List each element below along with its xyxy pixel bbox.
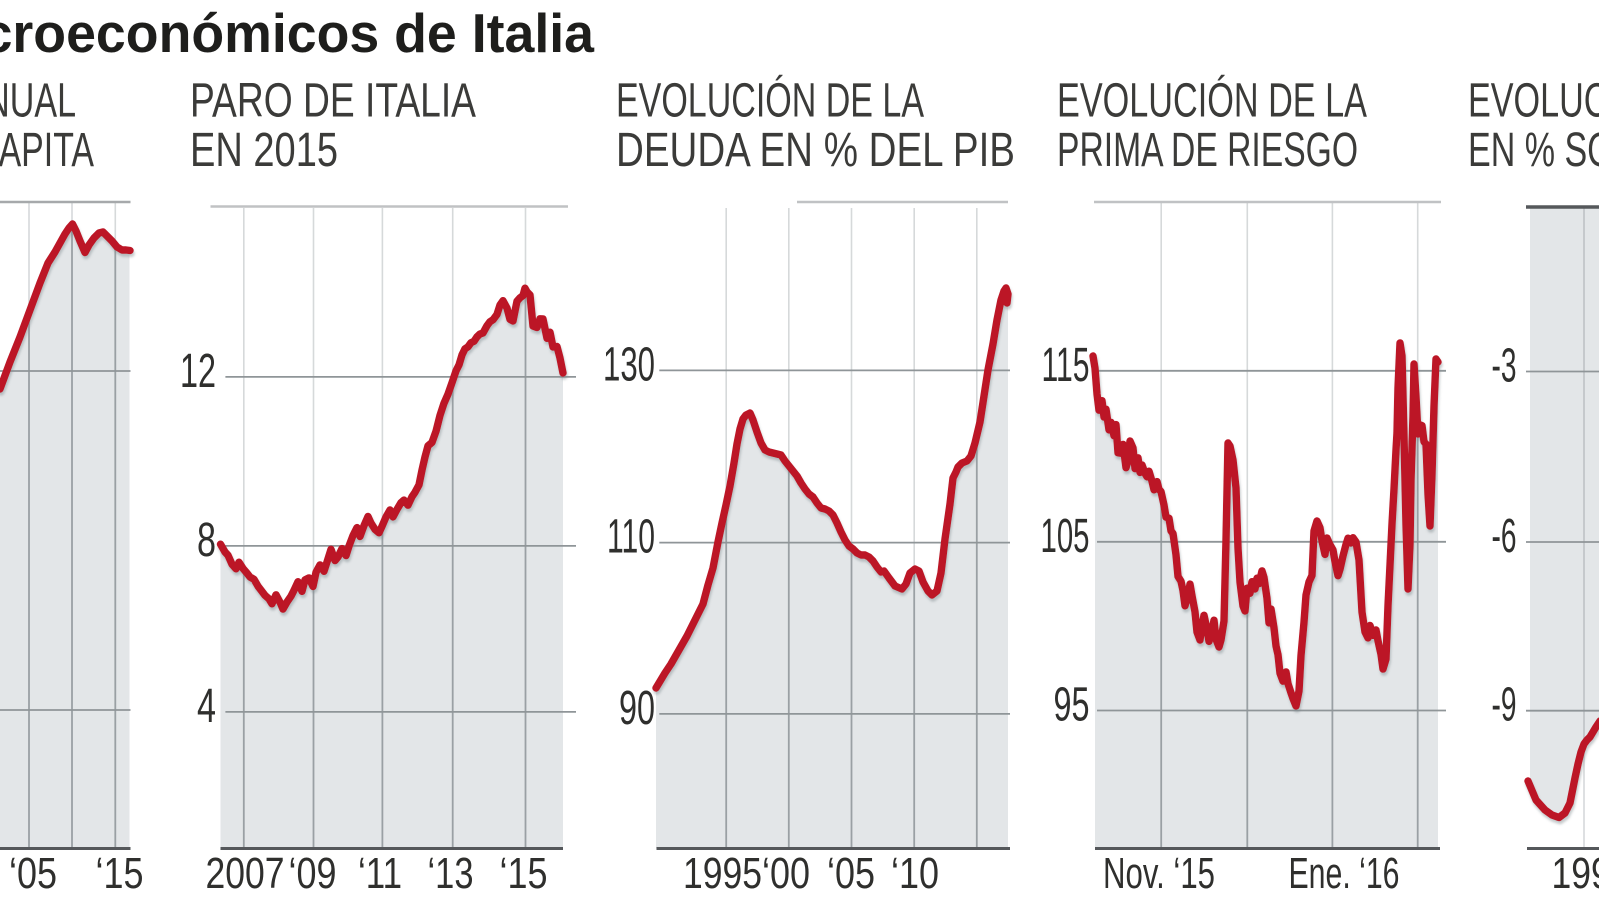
svg-text:EVOLUCIÓN DE LA: EVOLUCIÓN DE LA <box>1057 74 1367 128</box>
svg-text:‘13: ‘13 <box>428 849 474 898</box>
svg-text:‘10: ‘10 <box>891 849 939 898</box>
svg-text:105: 105 <box>1041 510 1090 563</box>
svg-text:EN 2015: EN 2015 <box>190 124 338 177</box>
svg-text:‘15: ‘15 <box>500 849 548 898</box>
svg-text:EN % SOBRE EL PIB: EN % SOBRE EL PIB <box>1468 124 1599 177</box>
svg-text:‘11: ‘11 <box>358 849 402 898</box>
svg-text:12: 12 <box>180 345 216 398</box>
svg-text:-3: -3 <box>1492 340 1517 393</box>
svg-text:-6: -6 <box>1492 510 1517 563</box>
svg-text:4: 4 <box>197 680 216 733</box>
svg-text:‘05: ‘05 <box>827 849 875 898</box>
svg-text:EVOLUCIÓN DE LA: EVOLUCIÓN DE LA <box>616 74 924 128</box>
svg-text:130: 130 <box>603 338 655 391</box>
svg-text:‘09: ‘09 <box>289 849 337 898</box>
svg-text:EVOLUCIÓN DEL DÉFICIT: EVOLUCIÓN DEL DÉFICIT <box>1468 74 1599 128</box>
svg-text:PER CAPITA: PER CAPITA <box>0 124 94 177</box>
svg-text:115: 115 <box>1042 339 1090 392</box>
svg-text:95: 95 <box>1054 679 1090 732</box>
svg-text:PARO DE ITALIA: PARO DE ITALIA <box>190 75 476 128</box>
svg-text:PRIMA DE RIESGO: PRIMA DE RIESGO <box>1057 124 1358 177</box>
svg-text:‘05: ‘05 <box>9 849 57 898</box>
svg-text:Ene. ‘16: Ene. ‘16 <box>1289 849 1400 898</box>
svg-text:90: 90 <box>619 682 655 735</box>
svg-text:-9: -9 <box>1492 679 1517 732</box>
svg-text:Nov. ‘15: Nov. ‘15 <box>1103 849 1215 898</box>
svg-text:PIB ANUAL: PIB ANUAL <box>0 75 76 128</box>
svg-text:‘00: ‘00 <box>762 849 810 898</box>
svg-text:110: 110 <box>607 511 655 564</box>
svg-text:macroeconómicos de Italia: macroeconómicos de Italia <box>0 2 594 64</box>
svg-text:DEUDA EN % DEL PIB: DEUDA EN % DEL PIB <box>616 124 1015 177</box>
svg-text:‘15: ‘15 <box>96 849 144 898</box>
svg-text:2007: 2007 <box>206 849 285 898</box>
svg-text:1995: 1995 <box>1552 849 1599 898</box>
svg-text:1995: 1995 <box>683 849 762 898</box>
svg-text:8: 8 <box>197 514 216 567</box>
